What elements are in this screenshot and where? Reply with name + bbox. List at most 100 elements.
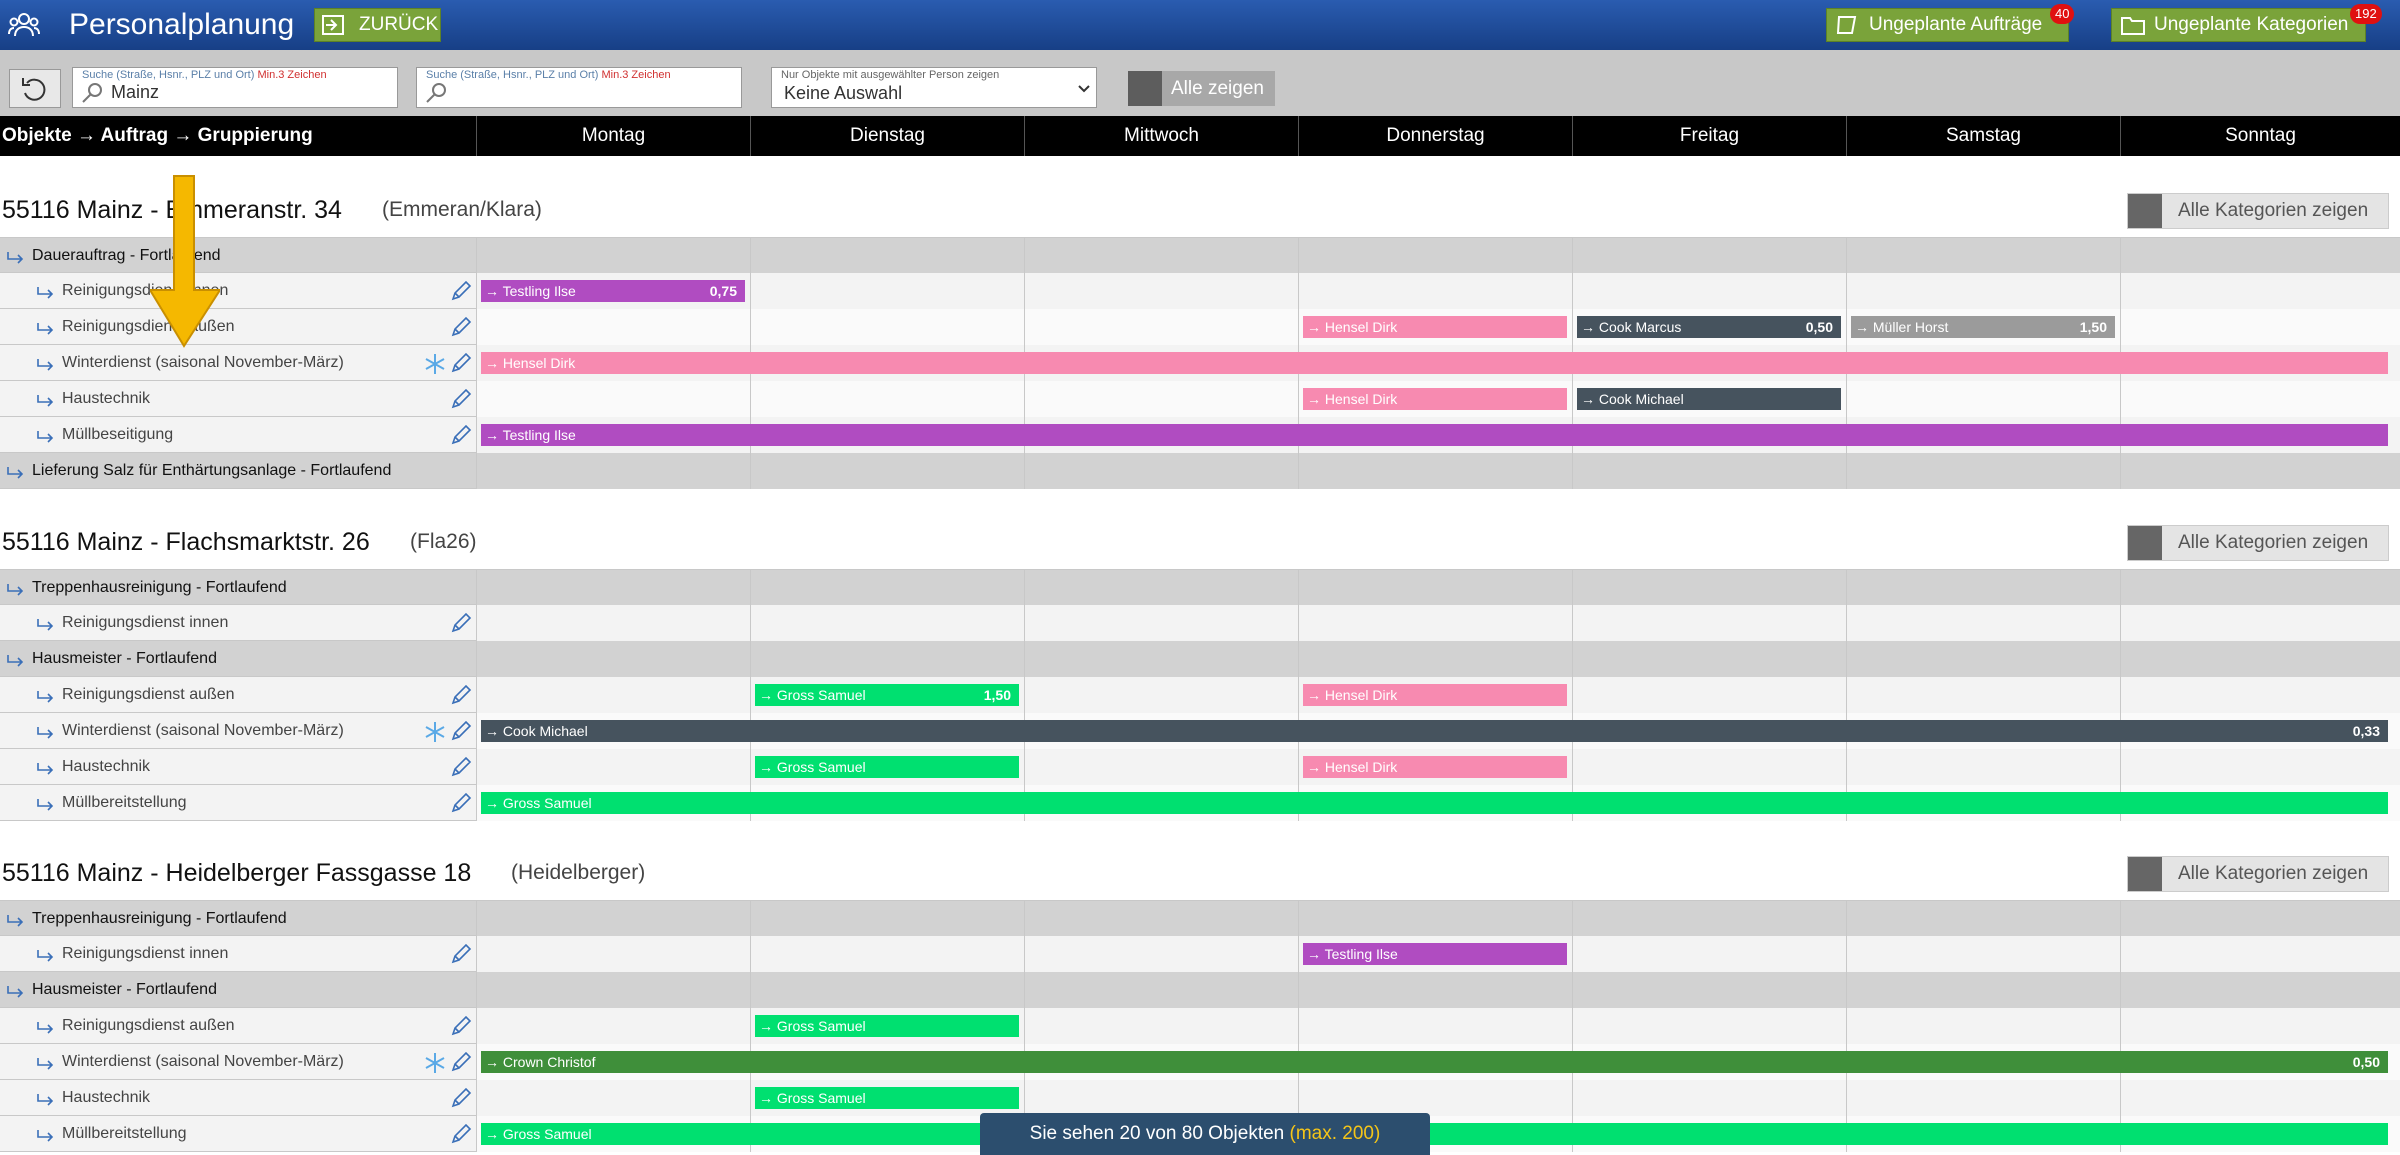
assignment-name: → Gross Samuel — [759, 759, 866, 775]
day-cell — [1024, 641, 1298, 677]
assignment-bar[interactable]: → Gross SamuelDienstagDienstag1,50 — [755, 684, 1019, 706]
task-row: Reinigungsdienst innen — [0, 605, 2400, 641]
assignment-bar[interactable]: → Müller HorstSamstagSamstag1,50 — [1851, 316, 2115, 338]
day-cell — [1024, 381, 1298, 417]
row-label: Müllbereitstellung — [62, 1125, 187, 1142]
assignment-bar[interactable]: → Hensel DirkDonnerstagDonnerstag — [1303, 388, 1567, 410]
orders-icon — [1836, 16, 1857, 34]
show-all-toggle — [1128, 71, 1162, 106]
day-cell — [750, 381, 1024, 417]
day-cell — [1298, 972, 1572, 1008]
hook-icon — [37, 950, 54, 962]
assignment-name: → Crown Christof — [485, 1054, 596, 1070]
day-cell — [2120, 1080, 2400, 1116]
day-cell — [1846, 273, 2120, 309]
day-cell — [1024, 1008, 1298, 1044]
assignment-bar[interactable]: → Gross SamuelMontagSonntag — [481, 792, 2388, 814]
day-cell — [476, 381, 750, 417]
day-cell — [1024, 1080, 1298, 1116]
day-header: Montag — [476, 116, 750, 156]
row-label: Reinigungsdienst innen — [62, 614, 229, 631]
show-categories-button[interactable]: Alle Kategorien zeigen — [2127, 856, 2389, 892]
day-cell — [1024, 605, 1298, 641]
edit-icon — [451, 613, 472, 633]
day-cell — [1846, 1080, 2120, 1116]
assignment-hours: 1,50 — [2079, 319, 2107, 335]
assignment-bar[interactable]: → Gross SamuelDienstagDienstag — [755, 756, 1019, 778]
assignment-bar[interactable]: → Cook MichaelFreitagFreitag — [1577, 388, 1841, 410]
task-row: Reinigungsdienst außen → Gross SamuelDien… — [0, 1008, 2400, 1044]
show-all-button[interactable]: Alle zeigen — [1128, 71, 1275, 106]
assignment-bar[interactable]: → Testling IlseDonnerstagDonnerstag — [1303, 943, 1567, 965]
day-cell — [476, 972, 750, 1008]
day-cell — [1024, 309, 1298, 345]
task-row: Reinigungsdienst innen → Testling IlseDon… — [0, 936, 2400, 972]
assignment-name: → Gross Samuel — [759, 687, 866, 703]
day-cell — [476, 605, 750, 641]
day-cell — [1572, 972, 1846, 1008]
unplanned-categories-button[interactable]: Ungeplante Kategorien — [2111, 8, 2366, 42]
assignment-bar[interactable]: → Gross SamuelDienstagDienstag — [755, 1015, 1019, 1037]
object-title: 55116 Mainz - Heidelberger Fassgasse 18 — [2, 859, 472, 887]
row-label: Treppenhausreinigung - Fortlaufend — [32, 579, 287, 596]
day-cell — [1298, 605, 1572, 641]
show-all-label: Alle zeigen — [1171, 78, 1264, 99]
back-icon — [322, 15, 344, 35]
edit-icon — [451, 793, 472, 813]
assignment-bar[interactable]: → Hensel DirkDonnerstagDonnerstag — [1303, 316, 1567, 338]
edit-icon — [451, 389, 472, 409]
day-cell — [750, 972, 1024, 1008]
assignment-bar[interactable]: → Hensel DirkDonnerstagDonnerstag — [1303, 684, 1567, 706]
categories-badge: 192 — [2350, 4, 2382, 24]
hook-icon — [37, 359, 54, 371]
assignment-bar[interactable]: → Gross SamuelMontagSonntag — [481, 1123, 2388, 1145]
day-cell — [476, 570, 750, 606]
show-categories-label: Alle Kategorien zeigen — [2178, 532, 2369, 553]
edit-icon — [451, 685, 472, 705]
edit-icon — [451, 317, 472, 337]
day-header: Donnerstag — [1298, 116, 1572, 156]
object-short: (Fla26) — [410, 530, 477, 553]
assignment-bar[interactable]: → Cook MichaelMontagSonntag0,33 — [481, 720, 2388, 742]
assignment-bar[interactable]: → Hensel DirkMontagSonntag — [481, 352, 2388, 374]
day-cell — [1846, 936, 2120, 972]
object-header: Objekte → Auftrag → Gruppierung — [0, 116, 476, 156]
search-icon-2 — [426, 83, 446, 103]
assignment-bar[interactable]: → Crown ChristofMontagSonntag0,50 — [481, 1051, 2388, 1073]
day-header: Samstag — [1846, 116, 2120, 156]
row-label: Hausmeister - Fortlaufend — [32, 650, 217, 667]
day-cell — [750, 570, 1024, 606]
assignment-bar[interactable]: → Hensel DirkDonnerstagDonnerstag — [1303, 756, 1567, 778]
task-row: Haustechnik → Gross SamuelDienstagDiensta… — [0, 749, 2400, 785]
day-cell — [1572, 1008, 1846, 1044]
assignment-name: → Cook Michael — [1581, 391, 1684, 407]
edit-icon — [451, 1124, 472, 1144]
day-cell — [1024, 972, 1298, 1008]
day-cell — [476, 309, 750, 345]
group-row: Treppenhausreinigung - Fortlaufend — [0, 900, 2400, 937]
row-label: Reinigungsdienst außen — [62, 1017, 235, 1034]
task-row: Winterdienst (saisonal November-März) → C… — [0, 1044, 2400, 1080]
day-cell — [476, 677, 750, 713]
day-cell — [1572, 901, 1846, 937]
unplanned-orders-button[interactable]: Ungeplante Aufträge — [1826, 8, 2069, 42]
search-field-2[interactable]: Suche (Straße, Hsnr., PLZ und Ort) Min.3… — [416, 67, 742, 108]
assignment-bar[interactable]: → Testling IlseMontagSonntag — [481, 424, 2388, 446]
show-categories-button[interactable]: Alle Kategorien zeigen — [2127, 525, 2389, 561]
assignment-bar[interactable]: → Testling IlseMontagMontag0,75 — [481, 280, 745, 302]
search-field[interactable]: Suche (Straße, Hsnr., PLZ und Ort) Min.3… — [72, 67, 398, 108]
group-row: Hausmeister - Fortlaufend — [0, 641, 2400, 677]
task-row: Reinigungsdienst außen → Gross SamuelDien… — [0, 677, 2400, 713]
hook-icon — [37, 619, 54, 631]
reset-button[interactable] — [9, 69, 61, 108]
assignment-bar[interactable]: → Gross SamuelDienstagDienstag — [755, 1087, 1019, 1109]
edit-icon — [451, 353, 472, 373]
task-row: Haustechnik → Gross SamuelDienstagDiensta… — [0, 1080, 2400, 1116]
person-select[interactable]: Nur Objekte mit ausgewählter Person zeig… — [771, 67, 1097, 108]
hook-icon — [37, 691, 54, 703]
assignment-hours: 0,75 — [709, 283, 737, 299]
show-categories-button[interactable]: Alle Kategorien zeigen — [2127, 193, 2389, 229]
search-value: Mainz — [111, 82, 160, 102]
assignment-bar[interactable]: → Cook MarcusFreitagFreitag0,50 — [1577, 316, 1841, 338]
